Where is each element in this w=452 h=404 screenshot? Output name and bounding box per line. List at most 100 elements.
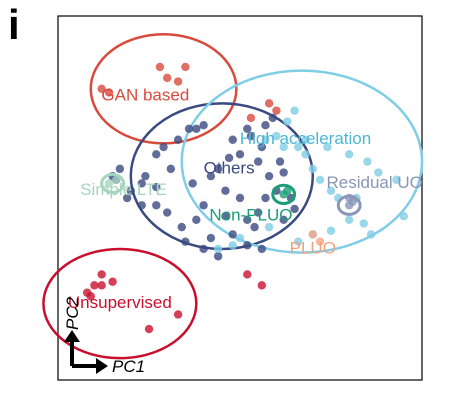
others-point: [163, 208, 172, 217]
unsupervised-label: Unsupervised: [68, 293, 172, 312]
y-axis-label: PC2: [63, 296, 82, 330]
unsupervised-point: [86, 292, 95, 301]
high-acceleration-point: [228, 241, 237, 250]
residual-uo-ellipse: [336, 194, 362, 216]
gan-based-point: [272, 106, 281, 115]
high-acceleration-point: [301, 150, 310, 159]
plot-frame: [57, 15, 423, 381]
pluo-label: PLUO: [290, 238, 336, 257]
pluo-point: [308, 230, 317, 239]
others-point: [206, 233, 216, 243]
high-acceleration-point: [261, 135, 270, 144]
others-point: [213, 252, 223, 261]
non-pluo-point: [283, 186, 292, 195]
gan-based-point: [173, 77, 183, 86]
others-point: [199, 244, 208, 254]
others-point: [199, 121, 208, 130]
others-point: [192, 124, 201, 134]
x-axis-label: PC1: [112, 357, 145, 376]
others-point: [159, 142, 168, 152]
others-point: [257, 244, 267, 254]
others-point: [152, 182, 161, 192]
high-acceleration-point: [279, 142, 288, 152]
unsupervised-point: [144, 324, 154, 334]
others-point: [243, 124, 252, 134]
non-pluo-ellipse: [271, 183, 297, 205]
others-point: [235, 150, 245, 159]
axes-indicator: PC1 PC2: [63, 296, 145, 376]
high-acceleration-point: [294, 237, 303, 246]
others-point: [257, 142, 267, 152]
high-acceleration-point: [315, 175, 325, 184]
others-point: [268, 113, 277, 123]
others-point: [152, 150, 161, 159]
others-point: [243, 215, 252, 225]
others-point: [137, 201, 146, 210]
others-point: [137, 179, 146, 188]
residual-uo-label: Residual UO: [326, 173, 422, 192]
others-point: [206, 171, 216, 181]
gan-based-point: [163, 73, 172, 83]
high-acceleration-point: [399, 212, 408, 221]
gan-based-point: [155, 62, 165, 72]
others-point: [192, 215, 201, 225]
high-acceleration-point: [294, 142, 303, 152]
others-point: [228, 230, 237, 239]
others-point: [221, 186, 230, 195]
gan-based-point: [246, 113, 256, 123]
others-point: [184, 124, 194, 134]
others-point: [228, 135, 237, 144]
others-point: [250, 222, 259, 232]
unsupervised-point: [257, 281, 267, 290]
high-acceleration-point: [272, 131, 281, 141]
others-point: [264, 171, 274, 181]
others-point: [213, 164, 223, 174]
gan-based-label: GAN based: [101, 86, 189, 105]
high-acceleration-point: [308, 164, 317, 174]
others-point: [254, 157, 263, 166]
unsupervised-point: [97, 281, 106, 290]
others-point: [290, 204, 299, 214]
high-acceleration-point: [359, 219, 368, 228]
others-point: [199, 201, 208, 210]
others-point: [126, 186, 135, 195]
others-point: [152, 201, 161, 210]
simple-lte-ellipse: [100, 172, 126, 195]
others-point: [235, 193, 245, 203]
high-acceleration-point: [301, 135, 310, 144]
unsupervised-point: [173, 310, 183, 319]
high-acceleration-point: [374, 168, 383, 177]
high-acceleration-point: [345, 215, 354, 225]
others-point: [115, 164, 125, 174]
others-point: [275, 157, 285, 166]
others-point: [122, 193, 132, 203]
unsupervised-point: [90, 281, 99, 290]
high-acceleration-ellipse: [180, 69, 424, 254]
gan-based-point: [104, 88, 114, 97]
others-point: [188, 179, 197, 188]
panel-label: i: [8, 1, 20, 48]
high-acceleration-point: [264, 222, 274, 232]
others-label: Others: [204, 158, 255, 177]
simple-lte-point: [104, 179, 114, 188]
others-point: [224, 153, 234, 163]
unsupervised-point: [108, 277, 117, 286]
unsupervised-point: [243, 270, 252, 279]
gan-based-point: [181, 62, 190, 72]
others-point: [254, 208, 263, 217]
high-acceleration-point: [235, 233, 245, 243]
high-acceleration-point: [363, 157, 372, 166]
pluo-point: [315, 237, 325, 246]
high-acceleration-point: [290, 106, 299, 115]
high-acceleration-point: [326, 186, 336, 195]
gan-based-point: [97, 84, 106, 94]
high-acceleration-point: [345, 150, 354, 159]
others-point: [246, 131, 256, 141]
high-acceleration-point: [213, 244, 223, 254]
high-acceleration-point: [392, 175, 401, 184]
unsupervised-point: [97, 270, 106, 279]
simple-lte-label: Simple LTE: [80, 180, 167, 199]
gan-based-point: [264, 99, 274, 108]
non-pluo-label: Non-PLUO: [209, 206, 292, 225]
